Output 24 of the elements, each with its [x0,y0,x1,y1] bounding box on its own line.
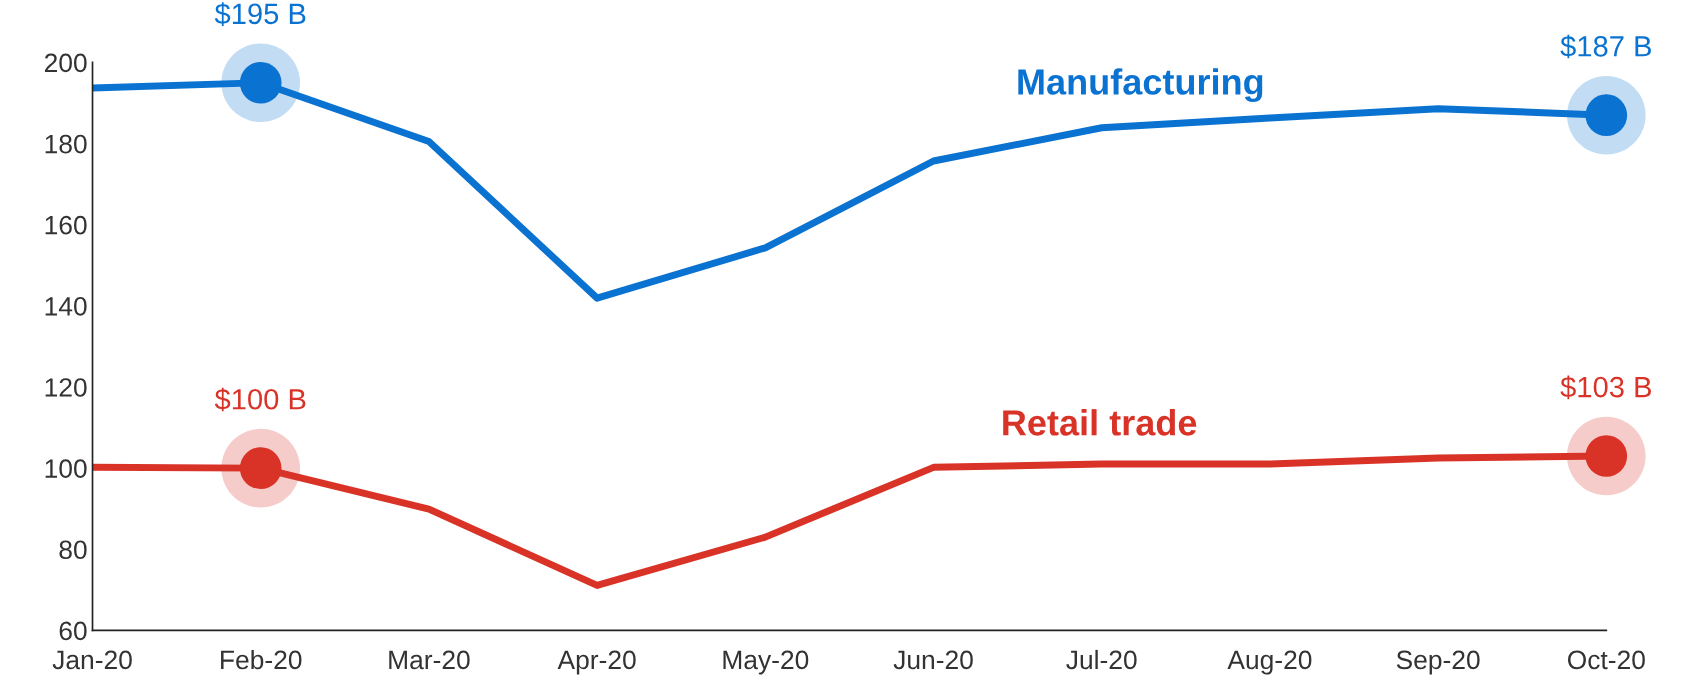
y-tick-label: 120 [45,378,87,397]
series-label: Manufacturing [1018,68,1263,103]
annotation: $103 B [1560,375,1651,400]
x-tick-label: Jun-20 [893,650,973,670]
x-tick-label: Jul-20 [1066,649,1137,670]
annotation: $100 B [214,387,306,412]
y-tick-label: 80 [59,540,87,560]
annotation: $195 B [214,2,306,26]
y-tick-label: 60 [59,621,87,641]
x-tick-label: Oct-20 [1567,650,1645,670]
x-tick-label: Mar-20 [389,650,470,670]
y-tick-label: 100 [45,459,87,478]
y-tick-label: 160 [45,215,87,235]
x-tick-label: Sep-20 [1396,650,1480,675]
x-tick-label: Apr-20 [557,650,636,675]
x-tick-label: Jan-20 [52,650,132,670]
x-tick-label: Aug-20 [1227,650,1312,675]
annotation: $187 B [1560,34,1651,59]
y-tick-label: 200 [44,53,87,73]
x-tick-label: Feb-20 [221,649,302,670]
x-tick-label: May-20 [723,650,809,675]
y-tick-label: 180 [45,134,87,154]
y-tick-label: 140 [45,296,87,316]
series-label: Retail trade [1003,409,1197,436]
